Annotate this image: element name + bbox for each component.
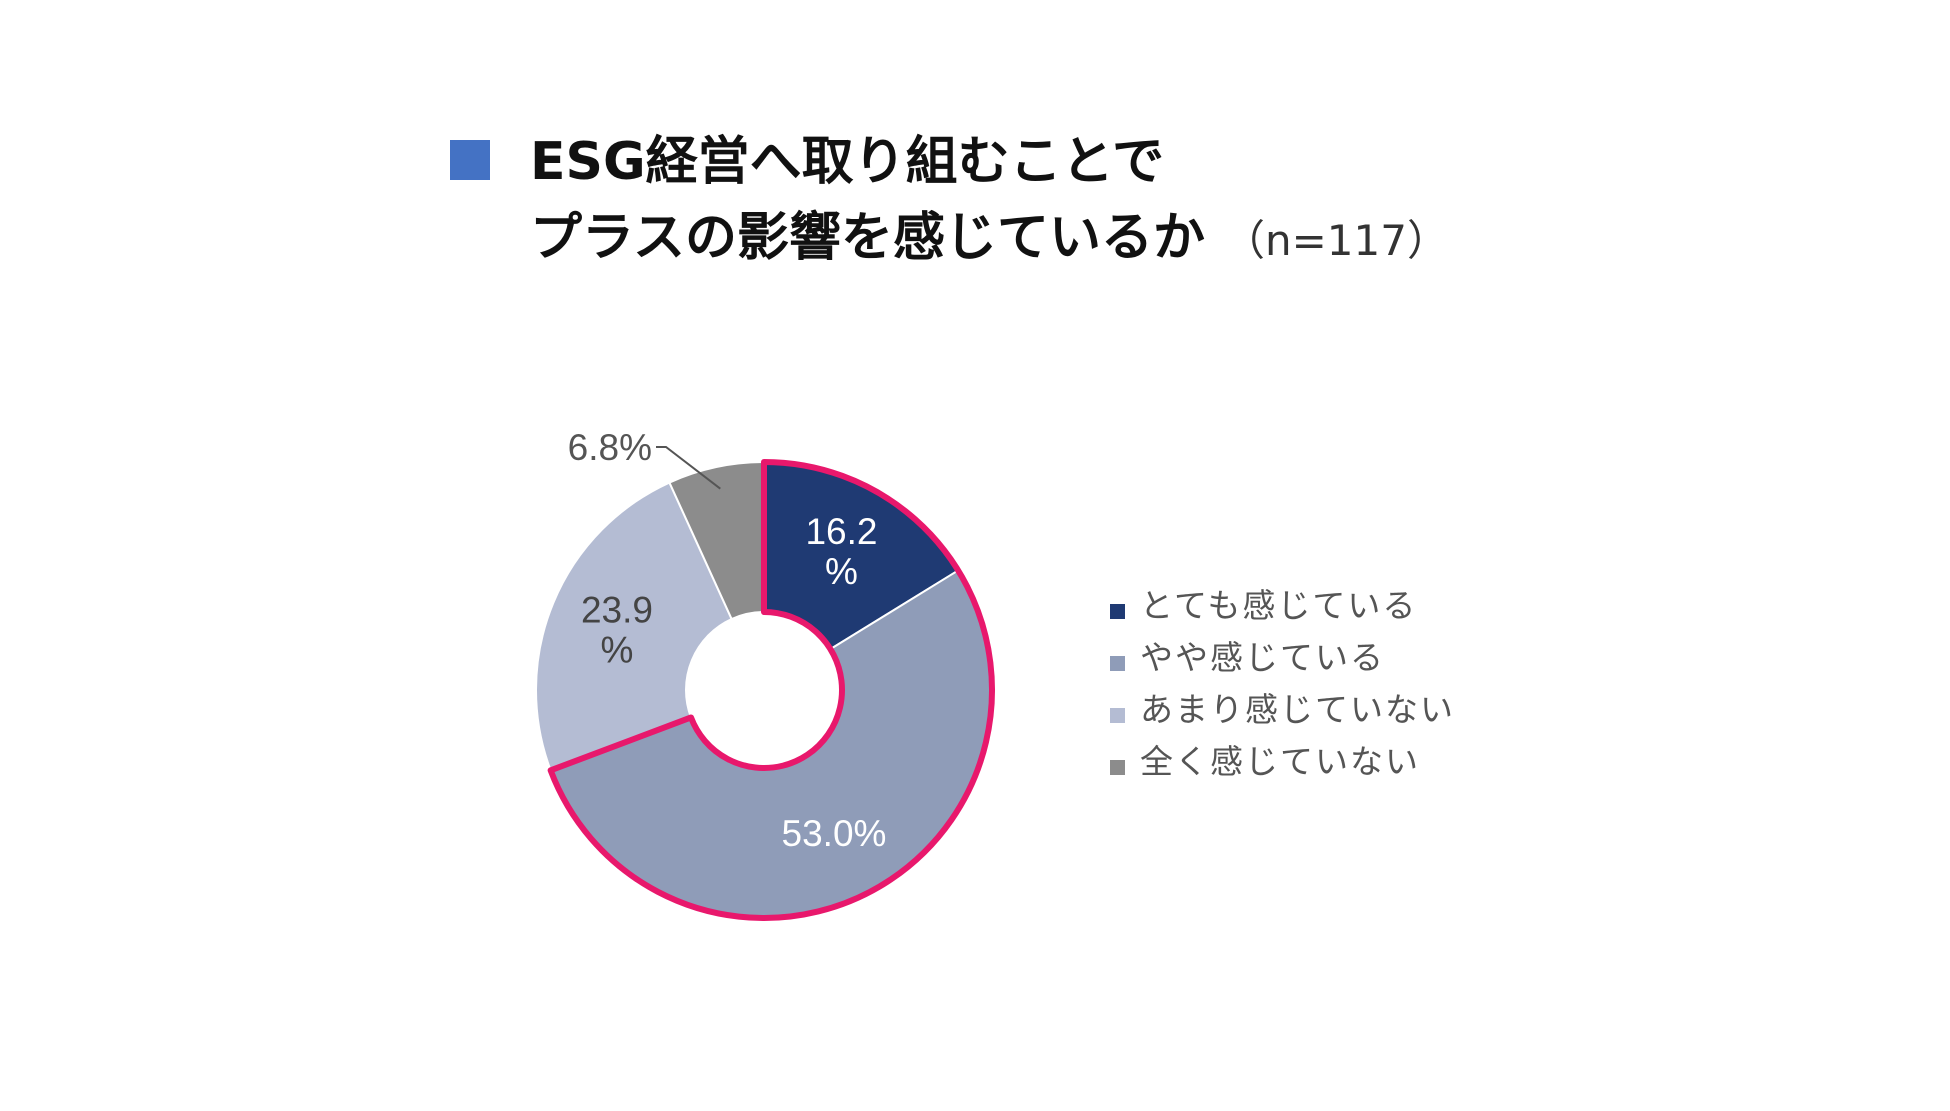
sample-size-note: （n=117）: [1222, 216, 1449, 265]
slice-label-3: 23.9%: [581, 589, 653, 670]
legend-swatch-4: [1110, 760, 1125, 775]
donut-slices: [535, 460, 993, 919]
title-line-2-text: プラスの影響を感じているか: [530, 208, 1205, 268]
legend-label-4: 全く感じていない: [1140, 742, 1420, 781]
slice-3: [535, 481, 733, 772]
legend-swatch-1: [1110, 604, 1125, 619]
slice-label-2: 53.0%: [782, 813, 887, 854]
legend-label-1: とても感じている: [1140, 586, 1418, 625]
title-line-2: プラスの影響を感じているか （n=117）: [530, 206, 1449, 273]
slice-label-1: 16.2%: [805, 511, 877, 592]
slice-labels: 16.2 % 53.0% 23.9 % 6.8%: [568, 427, 887, 854]
slice-label-4: 6.8%: [568, 427, 652, 468]
title-line-1: ESG経営へ取り組むことで: [530, 132, 1165, 192]
highlight-outline: [547, 459, 995, 921]
legend-label-3: あまり感じていない: [1140, 690, 1455, 729]
leader-line-4: [656, 446, 721, 490]
legend-swatch-2: [1110, 656, 1125, 671]
title-square-icon: [450, 140, 490, 180]
legend-label-2: やや感じている: [1140, 638, 1385, 677]
legend-swatch-3: [1110, 708, 1125, 723]
